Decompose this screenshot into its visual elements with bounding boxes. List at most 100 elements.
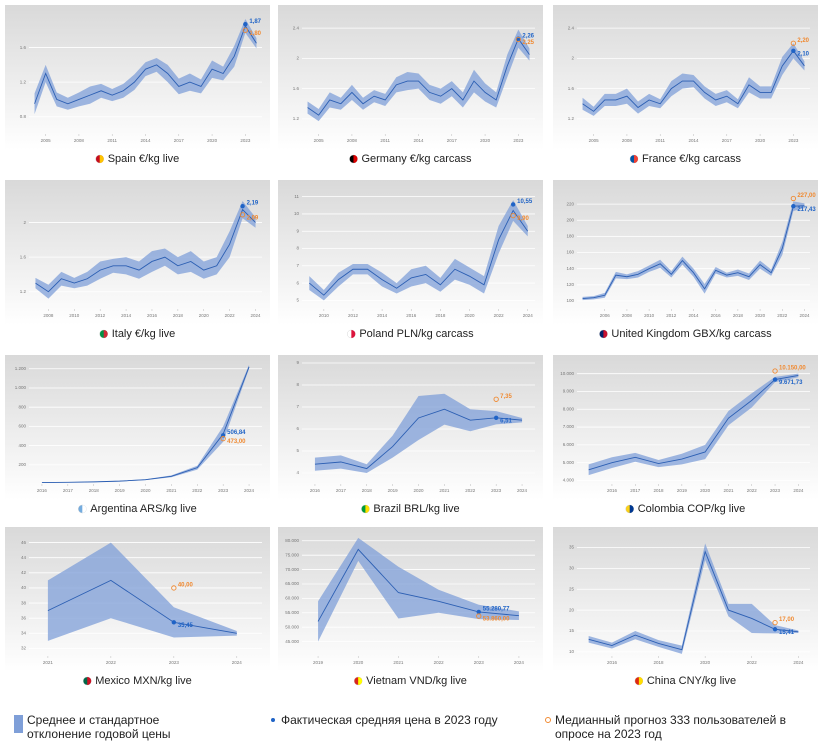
x-tick-label: 2024 — [251, 313, 262, 318]
actual-point — [171, 620, 177, 625]
x-tick-label: 2023 — [513, 138, 524, 143]
x-tick-label: 2022 — [777, 313, 788, 318]
y-tick-label: 9.000 — [563, 389, 575, 394]
x-tick-label: 2022 — [106, 660, 117, 665]
std-band — [309, 200, 528, 301]
forecast-label: 9,90 — [517, 216, 529, 222]
flag-half — [351, 330, 356, 338]
forecast-point — [515, 36, 522, 43]
x-tick-label: 2017 — [336, 488, 347, 493]
forecast-point — [772, 619, 778, 626]
x-tick-label: 2018 — [173, 313, 184, 318]
flag-half — [99, 155, 104, 163]
y-tick-label: 5 — [296, 448, 299, 453]
std-band — [582, 201, 805, 301]
x-tick-label: 2023 — [474, 660, 485, 665]
x-tick-label: 2024 — [232, 660, 243, 665]
x-tick-label: 2018 — [733, 313, 744, 318]
x-tick-label: 2024 — [793, 660, 804, 665]
x-tick-label: 2022 — [192, 488, 203, 493]
x-tick-label: 2005 — [41, 138, 52, 143]
x-tick-label: 2008 — [622, 138, 633, 143]
actual-point — [493, 415, 499, 420]
forecast-point — [510, 213, 516, 219]
x-tick-label: 2011 — [380, 138, 390, 143]
forecast-point — [790, 195, 797, 202]
plot-background — [278, 180, 543, 325]
actual-point — [791, 48, 796, 54]
x-tick-label: 2022 — [465, 488, 476, 493]
legend-forecast: Медианный прогноз 333 пользователей в оп… — [555, 713, 786, 741]
x-tick-label: 2010 — [319, 313, 330, 318]
y-tick-label: 50.000 — [285, 624, 299, 629]
y-tick-label: 40 — [21, 585, 27, 590]
std-band — [307, 29, 530, 122]
y-tick-label: 11 — [294, 194, 299, 199]
actual-point — [772, 627, 778, 632]
y-tick-label: 1.6 — [20, 254, 27, 259]
forecast-point — [239, 212, 246, 218]
flag-half — [82, 505, 87, 513]
x-tick-label: 2024 — [793, 488, 804, 493]
x-tick-label: 2017 — [630, 488, 641, 493]
std-band — [35, 200, 256, 299]
actual-point — [240, 203, 245, 209]
chart-title: Argentina ARS/kg live — [90, 503, 196, 515]
flag-half — [638, 677, 643, 685]
forecast-point — [171, 585, 177, 591]
plot-background — [553, 527, 818, 672]
y-tick-label: 1.2 — [293, 116, 300, 121]
chart-title: Germany €/kg carcass — [361, 153, 472, 165]
actual-label: 2,10 — [797, 51, 809, 57]
x-tick-label: 2020 — [413, 488, 424, 493]
x-tick-label: 2023 — [169, 660, 180, 665]
y-tick-label: 1.6 — [568, 86, 575, 91]
x-tick-label: 2024 — [523, 313, 534, 318]
chart-title: Brazil BRL/kg live — [373, 503, 459, 515]
mean-line — [588, 550, 799, 651]
y-tick-label: 100 — [566, 298, 574, 303]
x-tick-label: 2012 — [666, 313, 677, 318]
x-tick-label: 2020 — [480, 138, 491, 143]
y-tick-label: 15 — [569, 628, 575, 633]
y-tick-label: 220 — [566, 201, 574, 206]
y-tick-label: 8.000 — [563, 406, 575, 411]
y-tick-label: 600 — [18, 424, 26, 429]
std-band — [314, 393, 523, 473]
chart-title: Poland PLN/kg carcass — [359, 328, 474, 340]
y-tick-label: 2 — [296, 56, 299, 61]
forecast-label: 40,00 — [178, 583, 194, 589]
x-tick-label: 2021 — [166, 488, 177, 493]
x-tick-label: 2023 — [218, 488, 229, 493]
x-tick-label: 2018 — [435, 313, 446, 318]
mean-line — [582, 205, 805, 299]
x-tick-label: 2011 — [107, 138, 117, 143]
forecast-label: 10.150,00 — [779, 366, 806, 372]
y-tick-label: 80.000 — [285, 538, 299, 543]
chart-title: Vietnam VND/kg live — [366, 675, 467, 687]
chart-title: Mexico MXN/kg live — [95, 675, 192, 687]
x-tick-label: 2006 — [600, 313, 611, 318]
y-tick-label: 1.000 — [15, 385, 27, 390]
actual-label: 2,26 — [522, 33, 534, 39]
x-tick-label: 2022 — [747, 660, 758, 665]
mean-line — [35, 208, 256, 293]
x-tick-label: 2008 — [74, 138, 85, 143]
x-tick-label: 2020 — [464, 313, 475, 318]
x-tick-label: 2005 — [589, 138, 600, 143]
x-tick-label: 2024 — [244, 488, 255, 493]
x-tick-label: 2021 — [439, 488, 450, 493]
flag-half — [633, 155, 638, 163]
mean-line — [41, 366, 250, 484]
x-tick-label: 2023 — [770, 488, 781, 493]
y-tick-label: 160 — [566, 250, 574, 255]
y-tick-label: 2.4 — [293, 25, 300, 30]
x-tick-label: 2020 — [755, 313, 766, 318]
x-tick-label: 2010 — [69, 313, 80, 318]
x-tick-label: 2020 — [199, 313, 210, 318]
actual-point — [791, 204, 796, 209]
forecast-point — [220, 435, 226, 442]
x-tick-label: 2020 — [700, 488, 711, 493]
y-tick-label: 120 — [566, 282, 574, 287]
